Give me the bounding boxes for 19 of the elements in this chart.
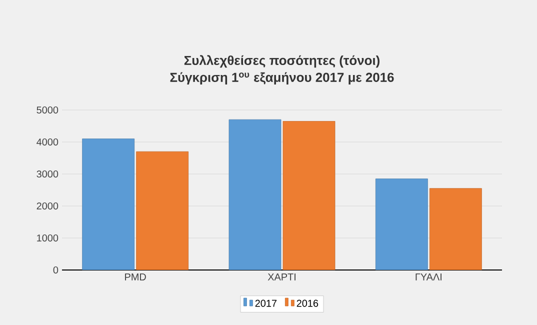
bar: [375, 178, 428, 270]
chart-title: Συλλεχθείσες ποσότητες (τόνοι): [184, 55, 380, 68]
x-tick-label: PMD: [125, 274, 146, 280]
y-tick-label: 4000: [36, 138, 58, 146]
chart-subtitle: Σύγκριση 1$^{ου}$ εξαμήνου 2017 με 2016: [170, 72, 394, 84]
x-tick-label: ΓΥΑΛΙ: [416, 274, 442, 280]
y-tick-label: 2000: [36, 202, 58, 210]
bar: [136, 151, 189, 270]
y-tick-label: 1000: [37, 234, 58, 242]
y-tick-label: 0: [53, 266, 58, 274]
bar: [282, 121, 336, 270]
y-tick-label: 5000: [36, 106, 58, 114]
legend-label: 2016: [296, 300, 318, 307]
x-tick-label: ΧΑΡΤΙ: [268, 274, 296, 280]
y-tick-label: 3000: [36, 170, 58, 178]
legend-label: 2017: [255, 300, 277, 307]
bar: [429, 188, 482, 270]
bar: [228, 119, 282, 270]
bar: [82, 138, 135, 270]
